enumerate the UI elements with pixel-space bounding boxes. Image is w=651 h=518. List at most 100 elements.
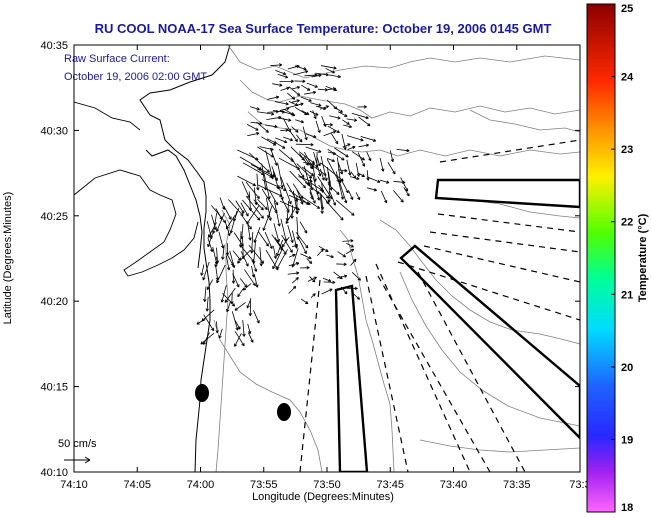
current-vector [222, 293, 236, 307]
current-vector [264, 232, 273, 249]
current-vector [296, 163, 313, 179]
current-vector [299, 266, 310, 270]
current-vector [291, 243, 298, 248]
current-vector [358, 116, 371, 127]
current-vector [303, 162, 315, 166]
current-vector [316, 156, 321, 167]
current-vector [329, 190, 337, 206]
current-vector [228, 199, 244, 217]
x-tick-label: 73:3 [569, 479, 590, 491]
current-vector [248, 332, 254, 343]
current-vector [357, 152, 366, 167]
current-vector [304, 90, 317, 95]
current-vector [233, 207, 240, 222]
current-vector [263, 173, 271, 200]
x-axis-ticks: 74:10 74:05 74:00 73:55 73:50 73:45 73:40 73:35… [60, 45, 591, 491]
current-vector [333, 106, 343, 113]
current-vector [279, 107, 290, 111]
current-vector [291, 99, 300, 103]
current-vector [289, 130, 298, 143]
current-vector [203, 314, 215, 332]
current-vector [297, 237, 307, 254]
current-vector [245, 181, 260, 200]
radial-dashed-lines [299, 139, 580, 472]
current-vector [279, 79, 294, 84]
current-vector [225, 222, 231, 237]
current-vector [318, 245, 329, 253]
current-vector [287, 271, 300, 275]
current-vector [303, 156, 313, 170]
current-vector [238, 231, 243, 248]
current-vector [288, 262, 300, 267]
current-vector [207, 237, 214, 253]
colorbar-tick-label: 24 [621, 72, 634, 84]
current-vector [241, 214, 252, 230]
current-vector [267, 95, 280, 100]
current-vector [275, 142, 286, 149]
current-vector [276, 239, 283, 257]
current-vector [246, 298, 252, 309]
current-vector [312, 167, 317, 182]
current-vector [219, 197, 226, 210]
current-vector [349, 176, 360, 181]
current-vector [220, 285, 227, 303]
current-vector [262, 218, 269, 231]
current-vector [351, 151, 365, 161]
plot-area [74, 45, 580, 472]
current-vector [272, 248, 283, 270]
current-vector [321, 288, 333, 295]
current-vector [366, 170, 370, 181]
current-vector [237, 175, 257, 187]
x-tick-label: 74:00 [187, 479, 215, 491]
current-vector [291, 85, 301, 90]
current-vector [277, 117, 292, 122]
current-vector [343, 124, 353, 129]
scale-label: 50 cm/s [58, 438, 97, 450]
current-vector [283, 136, 294, 142]
current-vector [301, 110, 310, 116]
current-vector [292, 70, 309, 76]
current-vector [202, 261, 210, 281]
current-vector [200, 264, 205, 276]
current-vector [291, 277, 299, 284]
current-vector [248, 300, 253, 317]
current-vector [300, 96, 312, 102]
current-vector [226, 301, 231, 313]
current-vector [338, 179, 348, 204]
current-vector [268, 189, 279, 206]
current-vector [242, 283, 252, 291]
current-vector [216, 264, 226, 284]
buoy-marker [195, 384, 209, 402]
current-vector [295, 119, 304, 124]
current-vector [242, 199, 261, 221]
current-vector [256, 121, 269, 133]
current-vector [261, 136, 277, 146]
current-vector [259, 247, 263, 267]
scale-legend: 50 cm/s [58, 438, 97, 464]
current-vector [273, 200, 281, 227]
current-vector [253, 199, 264, 211]
current-vector [319, 168, 325, 181]
current-vector [301, 195, 321, 209]
current-vector [253, 274, 259, 288]
current-vector [346, 118, 358, 122]
current-vector [342, 143, 351, 148]
current-vector [387, 161, 396, 175]
current-vector [337, 168, 348, 173]
current-vector [205, 296, 209, 312]
current-vector [287, 92, 296, 100]
current-vector [248, 244, 265, 264]
colorbar-tick-label: 25 [621, 3, 633, 15]
current-vector [257, 146, 274, 158]
current-vector [253, 310, 260, 324]
current-vector [249, 106, 260, 111]
current-vector [299, 221, 308, 234]
y-tick-label: 40:10 [40, 467, 68, 479]
current-vector [358, 143, 370, 148]
current-vector [307, 276, 317, 282]
current-vector [295, 142, 314, 147]
current-vector [273, 223, 280, 243]
current-vector [317, 88, 328, 92]
current-vector [323, 130, 337, 137]
current-vector [232, 273, 240, 288]
